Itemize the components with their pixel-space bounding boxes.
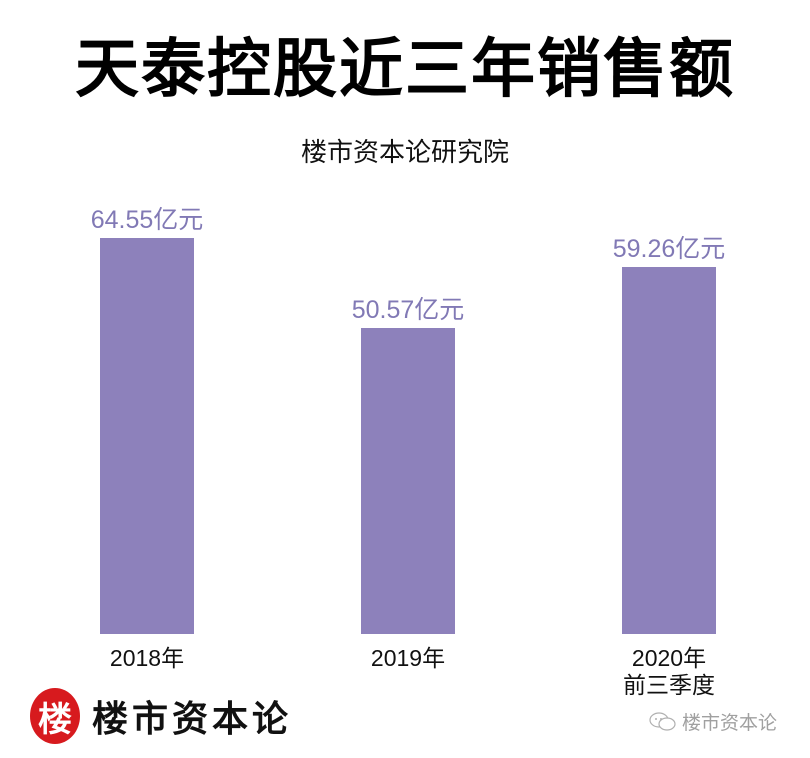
- chart-title: 天泰控股近三年销售额: [75, 33, 735, 107]
- bar-2018: [100, 238, 194, 634]
- wechat-icon: [649, 711, 676, 731]
- bar-2019: [361, 328, 455, 634]
- category-label-2020-line2: 前三季度: [623, 672, 715, 698]
- category-label-2018: 2018年: [109, 645, 185, 671]
- brand-logo: 楼 楼市资本论: [30, 688, 292, 744]
- brand-badge-icon: 楼: [30, 688, 80, 744]
- brand-name: 楼市资本论: [92, 698, 293, 740]
- value-label-2018: 64.55亿元: [90, 206, 204, 234]
- bar-2020: [622, 267, 716, 634]
- value-label-2020: 59.26亿元: [612, 235, 726, 263]
- value-label-2019: 50.57亿元: [351, 296, 465, 324]
- watermark: 楼市资本论: [648, 708, 777, 735]
- chart-subtitle: 楼市资本论研究院: [300, 138, 509, 168]
- watermark-text: 楼市资本论: [682, 712, 778, 734]
- category-label-2020: 2020年: [631, 645, 707, 671]
- category-label-2019: 2019年: [370, 645, 446, 671]
